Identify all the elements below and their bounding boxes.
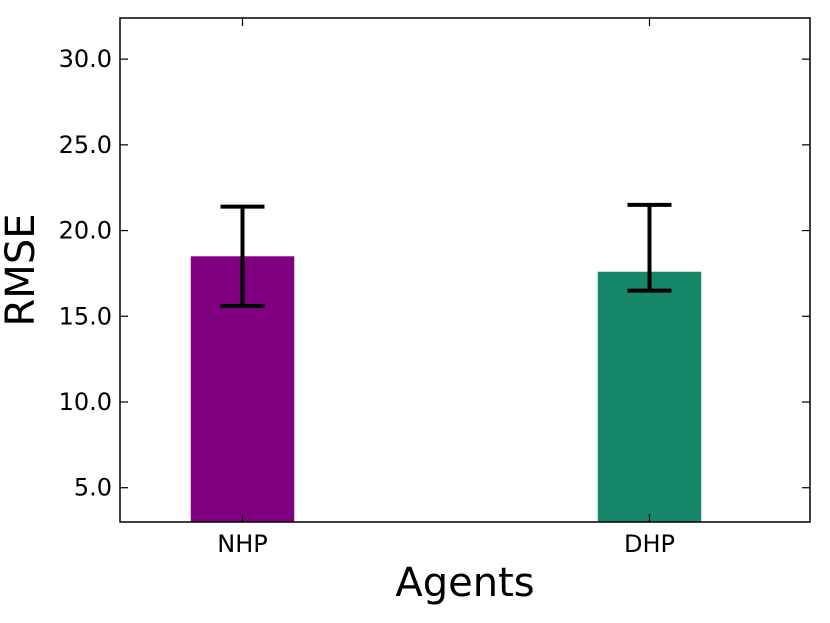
- y-tick-label: 5.0: [74, 474, 112, 502]
- y-tick-label: 25.0: [59, 131, 112, 159]
- x-tick-label: DHP: [624, 530, 675, 558]
- bars-group: [190, 256, 702, 522]
- y-tick-label: 15.0: [59, 302, 112, 330]
- y-ticks-group: 5.0 10.0 15.0 20.0 25.0 30.0: [59, 45, 810, 502]
- y-axis-title: RMSE: [0, 214, 44, 327]
- x-axis-title: Agents: [395, 560, 534, 606]
- y-tick-label: 10.0: [59, 388, 112, 416]
- bar-dhp: [597, 271, 702, 522]
- x-tick-label: NHP: [217, 530, 267, 558]
- y-tick-label: 20.0: [59, 217, 112, 245]
- x-ticks-group: NHP DHP: [217, 18, 675, 558]
- plot-frame: [119, 17, 811, 523]
- error-bars-group: [220, 202, 672, 308]
- y-tick-label: 30.0: [59, 45, 112, 73]
